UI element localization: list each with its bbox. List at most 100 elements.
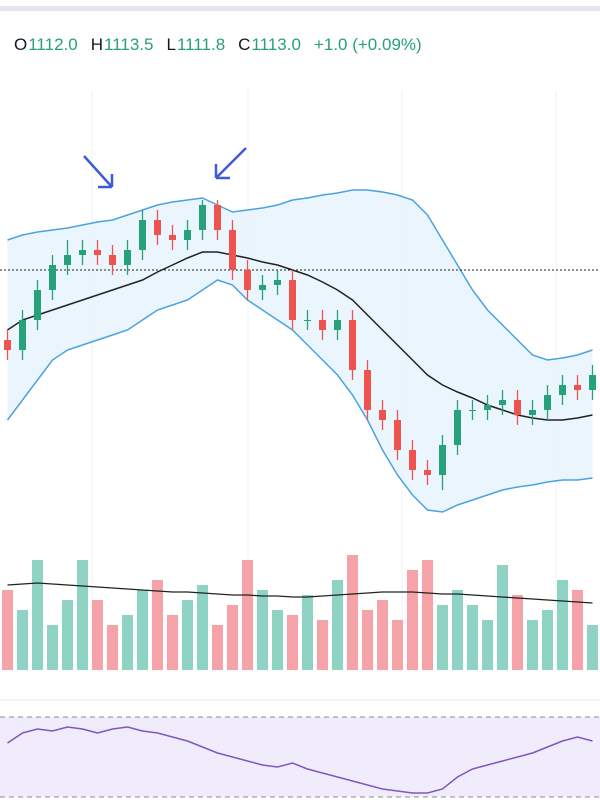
candle-body [109, 255, 116, 265]
volume-bar [257, 590, 268, 670]
candle-body [34, 290, 41, 320]
header-value: 1113.0 [251, 35, 300, 54]
candle-body [274, 280, 281, 285]
candle-body [364, 370, 371, 410]
candle-body [244, 270, 251, 290]
candle-body [529, 410, 536, 415]
candle-body [184, 230, 191, 240]
candle-body [229, 230, 236, 270]
volume-bar [497, 565, 508, 670]
ohlc-text: O1112.0 H1113.5 L1111.8 C1113.0 +1.0 (+0.09%… [14, 35, 422, 54]
volume-bar [587, 625, 598, 670]
volume-bar [317, 620, 328, 670]
candle-body [454, 410, 461, 445]
volume-bar [347, 555, 358, 670]
candle-body [169, 235, 176, 240]
volume-bar [122, 615, 133, 670]
candle-body [124, 250, 131, 265]
volume-bar [242, 560, 253, 670]
volume-bar [197, 585, 208, 670]
volume-bar [377, 600, 388, 670]
indicator-line [7, 189, 593, 361]
candle-body [499, 400, 506, 405]
volume-bar [182, 600, 193, 670]
volume-ma [7, 582, 593, 604]
indicator-line [7, 251, 593, 421]
volume-bar [137, 590, 148, 670]
header-value: L [166, 35, 175, 54]
candle-body [334, 320, 341, 330]
header-value: O [14, 35, 27, 54]
candle-body [349, 320, 356, 370]
band-fill [7, 190, 593, 512]
volume-bar [227, 605, 238, 670]
header-value: +1.0 (+0.09%) [314, 35, 422, 54]
volume-bar [557, 580, 568, 670]
candle-body [574, 385, 581, 390]
annotation-arrows [83, 147, 247, 189]
volume-bar [332, 580, 343, 670]
candle-body [289, 280, 296, 320]
volume-bar [92, 600, 103, 670]
header-value: H [91, 35, 103, 54]
candle-body [409, 450, 416, 470]
candle-body [259, 285, 266, 290]
candle-body [394, 420, 401, 450]
volume-bar [62, 600, 73, 670]
candle-body [484, 405, 491, 410]
rsi-band-fill [0, 717, 600, 797]
volume-bar [47, 625, 58, 670]
volume-bar [152, 580, 163, 670]
indicator-line [6, 279, 593, 513]
candle-body [589, 375, 596, 390]
header-value: C [238, 35, 250, 54]
candle-body [559, 385, 566, 395]
candle-body [424, 470, 431, 475]
volume-bar [107, 625, 118, 670]
volume-bar [212, 625, 223, 670]
rsi-line [7, 726, 593, 794]
candle-body [199, 205, 206, 230]
header-value: 1111.8 [177, 35, 225, 54]
header-value: 1112.0 [28, 35, 77, 54]
candle-body [49, 265, 56, 290]
volume-bar [2, 590, 13, 670]
volume-bar [287, 615, 298, 670]
candle-body [139, 220, 146, 250]
candle-body [79, 250, 86, 255]
volume-bar [32, 560, 43, 670]
volume-bar [467, 605, 478, 670]
candle-body [514, 400, 521, 415]
header: O1112.0 H1113.5 L1111.8 C1113.0 +1.0 (+0.09%… [14, 35, 422, 54]
candle-body [439, 445, 446, 475]
volume-bar [482, 620, 493, 670]
candle-body [469, 410, 476, 411]
volume-bar [407, 570, 418, 670]
candle-body [319, 320, 326, 330]
volume-bar [452, 590, 463, 670]
volume-bar [272, 610, 283, 670]
volume-bar [512, 595, 523, 670]
volume-bar [167, 615, 178, 670]
volume-bar [572, 590, 583, 670]
volume-bar [17, 610, 28, 670]
volume-bar [437, 605, 448, 670]
volume-bar [302, 595, 313, 670]
volume-bar [392, 620, 403, 670]
volume-bar [422, 560, 433, 670]
candle-body [304, 320, 311, 321]
candle-body [4, 340, 11, 350]
candle-body [154, 220, 161, 235]
volume-bar [527, 620, 538, 670]
volume-bar [362, 610, 373, 670]
candle-body [19, 320, 26, 350]
volume-bar [542, 610, 553, 670]
candle-body [214, 205, 221, 230]
candle-body [94, 250, 101, 255]
top-border [0, 6, 600, 11]
candle-body [64, 255, 71, 265]
header-value: 1113.5 [104, 35, 153, 54]
volume-bar [77, 560, 88, 670]
candle-body [544, 395, 551, 410]
